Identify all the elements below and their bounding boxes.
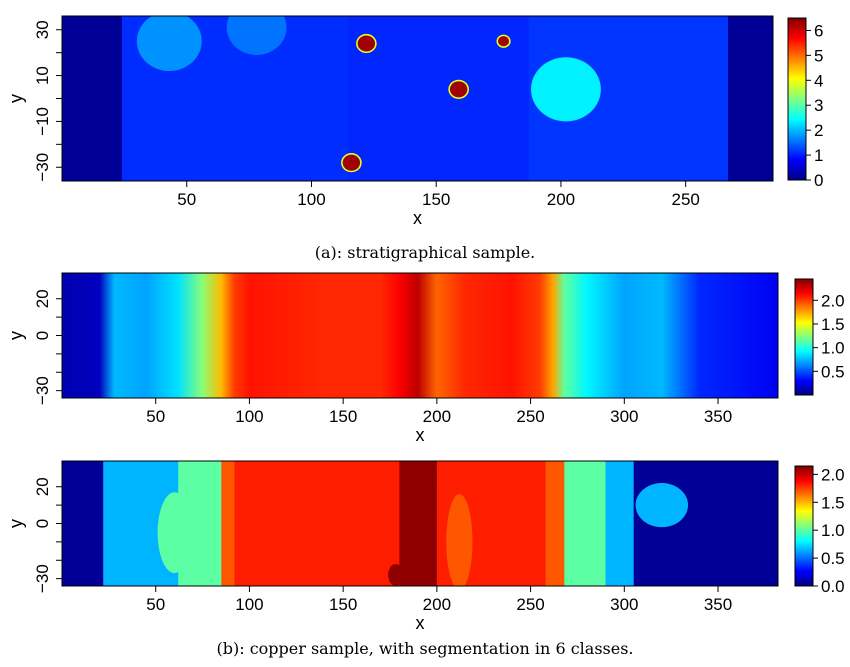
- colorbar-scale: [794, 278, 814, 396]
- x-tick-label: 100: [235, 595, 263, 614]
- x-tick-label: 200: [423, 407, 451, 426]
- y-axis-label: y: [6, 519, 26, 528]
- colorbar-tick-label: 2: [814, 121, 823, 140]
- heatmap-disk: [342, 154, 361, 171]
- segment-class-region: [221, 461, 235, 586]
- y-tick-label: −30: [33, 564, 52, 593]
- y-axis-label: y: [6, 94, 26, 103]
- colorbar-tick-label: 0.5: [821, 549, 845, 568]
- colorbar-tick-label: 0.0: [821, 577, 845, 596]
- segment-class-blob: [406, 461, 437, 498]
- x-axis-label: x: [413, 208, 422, 228]
- segment-class-blob: [446, 494, 473, 586]
- caption-a: (a): stratigraphical sample.: [314, 243, 536, 262]
- heatmap-disk: [357, 35, 376, 52]
- heatmap-disk: [226, 16, 287, 55]
- x-tick-label: 200: [547, 190, 575, 209]
- panel-0: 50 100 150 200 250 30 10 −10 −30 x y 0 1 2 3 4 5 6: [6, 15, 823, 228]
- x-tick-label: 250: [671, 190, 699, 209]
- x-tick-label: 50: [177, 190, 196, 209]
- y-tick-label: −10: [33, 107, 52, 136]
- colorbar-tick-label: 6: [814, 21, 823, 40]
- x-tick-label: 100: [235, 407, 263, 426]
- colorbar-tick-label: 2.0: [821, 291, 845, 310]
- y-tick-label: 30: [33, 20, 52, 39]
- colorbar-tick-label: 3: [814, 96, 823, 115]
- colorbar-tick-label: 2.0: [821, 465, 845, 484]
- colorbar-tick-label: 5: [814, 46, 823, 65]
- segment-class-region: [605, 461, 635, 586]
- colorbar: 0.0 0.5 1.0 1.5 2.0: [794, 465, 845, 596]
- colorbar-tick-label: 0.5: [821, 362, 845, 381]
- x-tick-label: 350: [704, 407, 732, 426]
- x-axis-label: x: [416, 613, 425, 633]
- segment-class-region: [234, 461, 400, 586]
- colorbar-tick-label: 1: [814, 146, 823, 165]
- segment-class-blob: [388, 563, 404, 586]
- segment-class-region: [564, 461, 607, 586]
- x-tick-label: 50: [146, 595, 165, 614]
- colorbar-tick-label: 1.0: [821, 521, 845, 540]
- y-tick-label: 0: [33, 331, 52, 340]
- x-tick-label: 150: [422, 190, 450, 209]
- colorbar-tick-label: 1.5: [821, 493, 845, 512]
- x-tick-label: 50: [146, 407, 165, 426]
- heatmap-image: [62, 16, 773, 181]
- heatmap-disk: [449, 81, 468, 98]
- segment-class-region: [545, 461, 565, 586]
- y-axis-label: y: [6, 331, 26, 340]
- y-tick-label: 20: [33, 289, 52, 308]
- caption-b: (b): copper sample, with segmentation in…: [216, 639, 634, 658]
- x-tick-label: 150: [329, 595, 357, 614]
- x-tick-label: 100: [297, 190, 325, 209]
- x-tick-label: 250: [516, 407, 544, 426]
- x-tick-label: 300: [610, 407, 638, 426]
- heatmap-band: [728, 16, 773, 181]
- x-axis-label: x: [416, 425, 425, 445]
- y-tick-label: 20: [33, 477, 52, 496]
- y-tick-label: 10: [33, 66, 52, 85]
- heatmap-disk: [136, 16, 202, 71]
- x-tick-label: 200: [423, 595, 451, 614]
- colorbar: 0.5 1.0 1.5 2.0: [794, 278, 845, 396]
- y-tick-label: −30: [33, 376, 52, 405]
- heatmap-disk: [498, 36, 510, 47]
- x-tick-label: 250: [516, 595, 544, 614]
- colorbar: 0 1 2 3 4 5 6: [787, 17, 823, 190]
- y-tick-label: −30: [33, 153, 52, 182]
- x-tick-label: 300: [610, 595, 638, 614]
- colorbar-tick-label: 1.5: [821, 315, 845, 334]
- heatmap-field: [62, 273, 778, 398]
- segment-class-blob: [635, 483, 689, 528]
- x-tick-label: 150: [329, 407, 357, 426]
- colorbar-tick-label: 0: [814, 171, 823, 190]
- colorbar-tick-label: 4: [814, 71, 823, 90]
- colorbar-tick-label: 1.0: [821, 339, 845, 358]
- heatmap-image: [62, 461, 778, 586]
- colorbar-scale: [794, 465, 814, 587]
- x-tick-label: 350: [704, 595, 732, 614]
- heatmap-band: [62, 16, 122, 181]
- heatmap-image: [62, 273, 778, 398]
- segment-class-blob: [157, 492, 192, 574]
- heatmap-disk: [531, 57, 601, 122]
- segment-class-region: [62, 461, 104, 586]
- y-tick-label: 0: [33, 519, 52, 528]
- panel-2: 50 100 150 200 250 300 350200−30xy0.00.51.01.5…: [6, 460, 845, 633]
- colorbar-scale: [787, 17, 807, 181]
